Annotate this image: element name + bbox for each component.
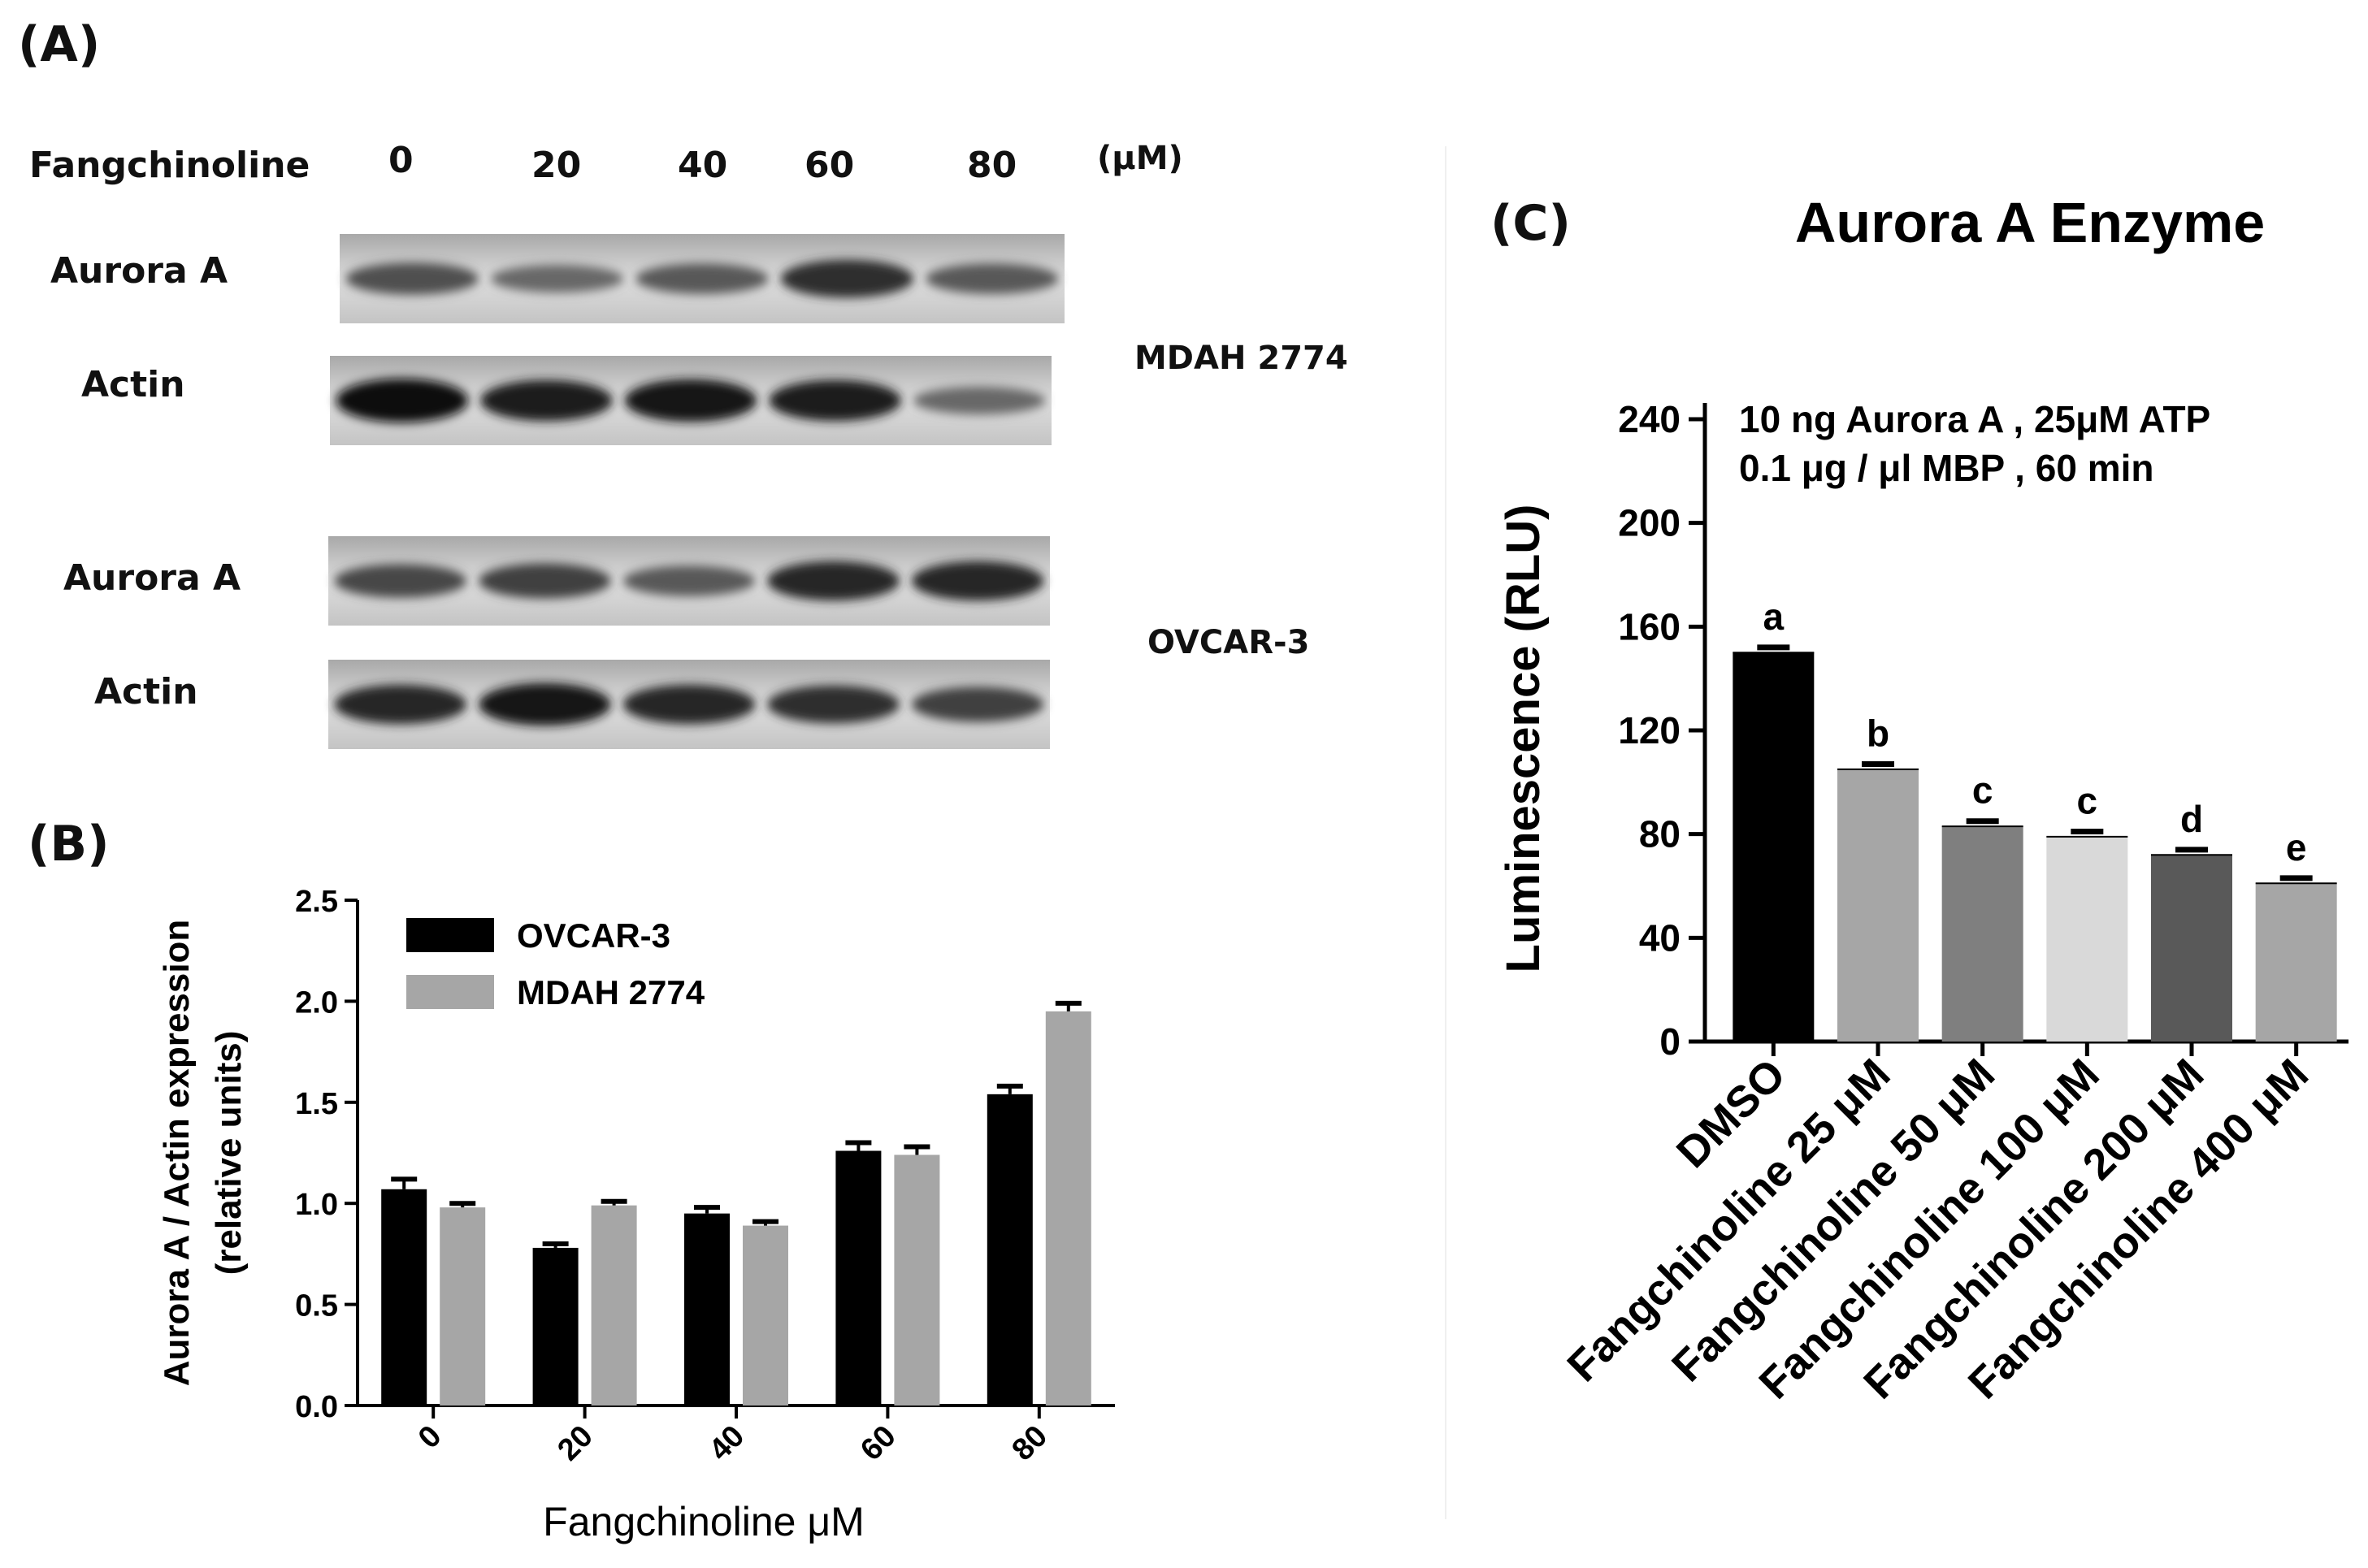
- blot-band: [925, 263, 1059, 294]
- blot-actin-ovcar: [328, 660, 1050, 749]
- y-tick-label: 0.5: [295, 1289, 338, 1323]
- bar-ovcar3: [381, 1189, 427, 1406]
- conc-unit-label: (μM): [1097, 140, 1183, 177]
- y-tick-label: 160: [1618, 605, 1681, 648]
- bar-ovcar3: [684, 1213, 730, 1406]
- cell-line-label-ovcar: OVCAR-3: [1147, 624, 1310, 661]
- significance-letter: e: [2286, 826, 2307, 868]
- bar-ovcar3: [532, 1247, 579, 1406]
- blot-aurora-mdah: [340, 234, 1065, 323]
- blot-row-label-aurora-mdah: Aurora A: [50, 250, 228, 292]
- chart-b: 0.0 0.5 1.0 1.5 2.0 2.5 0 20 40 60 80 Aurora A / Ac…: [157, 885, 1115, 1544]
- x-tick-label: 40: [703, 1419, 752, 1468]
- blot-band: [913, 386, 1046, 415]
- bar: [2046, 836, 2128, 1042]
- blot-row-label-actin-mdah: Actin: [81, 364, 185, 405]
- significance-letter: c: [2077, 779, 2098, 821]
- blot-band: [334, 564, 467, 598]
- annotation-line-2: 0.1 μg / μl MBP , 60 min: [1739, 447, 2153, 489]
- bar: [1733, 652, 1815, 1042]
- bar-mdah2774: [894, 1154, 940, 1406]
- bar-mdah2774: [440, 1207, 486, 1406]
- y-tick-label: 240: [1618, 398, 1681, 440]
- blot-band: [478, 682, 612, 726]
- y-tick-label: 80: [1639, 813, 1681, 855]
- legend-swatch: [406, 918, 494, 952]
- y-axis-label-2: (relative units): [209, 1031, 249, 1276]
- blot-band: [780, 259, 914, 298]
- blot-band: [478, 563, 612, 599]
- bar: [2151, 855, 2232, 1042]
- blot-band: [766, 561, 900, 601]
- bar-ovcar3: [987, 1094, 1033, 1406]
- blot-band: [635, 263, 770, 294]
- blot-band: [490, 264, 624, 293]
- bar-mdah2774: [591, 1205, 637, 1406]
- chart-title: Aurora A Enzyme: [1795, 191, 2265, 254]
- cell-line-label-mdah: MDAH 2774: [1134, 340, 1348, 377]
- bar: [1837, 769, 1919, 1042]
- blot-band: [624, 379, 757, 422]
- bar: [2255, 883, 2337, 1042]
- blot-band: [911, 687, 1044, 722]
- x-tick-label: 60: [854, 1419, 903, 1468]
- y-tick-label: 1.0: [295, 1188, 338, 1222]
- significance-letter: c: [1972, 769, 1993, 812]
- treatment-label: Fangchinoline: [29, 145, 310, 186]
- x-axis-label: Fangchinoline μM: [543, 1499, 865, 1544]
- blot-actin-mdah: [330, 356, 1052, 445]
- blot-band: [479, 379, 614, 422]
- panel-b-label: (B): [28, 816, 110, 873]
- legend-label: OVCAR-3: [517, 916, 670, 955]
- conc-label-60: 60: [805, 145, 855, 186]
- conc-label-40: 40: [678, 145, 728, 186]
- significance-letter: a: [1763, 596, 1785, 638]
- y-tick-label: 0.0: [295, 1390, 338, 1424]
- annotation-line-1: 10 ng Aurora A , 25μM ATP: [1739, 398, 2210, 440]
- panel-divider: [1445, 146, 1446, 1519]
- blot-row-label-aurora-ovcar: Aurora A: [63, 557, 241, 599]
- panel-c-label: (C): [1490, 195, 1571, 252]
- x-tick-label: 80: [1006, 1419, 1055, 1468]
- conc-label-0: 0: [388, 140, 414, 181]
- x-tick-label: 0: [412, 1419, 449, 1456]
- y-tick-label: 1.5: [295, 1087, 338, 1121]
- blot-row-label-actin-ovcar: Actin: [94, 671, 198, 713]
- blot-aurora-ovcar: [328, 536, 1050, 626]
- bar-mdah2774: [1045, 1011, 1091, 1406]
- conc-label-80: 80: [967, 145, 1017, 186]
- y-axis-label: Luminescence (RLU): [1497, 505, 1550, 973]
- significance-letter: d: [2180, 798, 2203, 840]
- y-tick-label: 120: [1618, 709, 1681, 752]
- panel-a-label: (A): [18, 16, 101, 73]
- y-tick-label: 2.5: [295, 885, 338, 919]
- legend-swatch: [406, 975, 494, 1009]
- y-tick-label: 2.0: [295, 985, 338, 1020]
- bar-mdah2774: [743, 1225, 788, 1406]
- blot-band: [345, 262, 479, 295]
- blot-band: [336, 378, 469, 423]
- y-axis-label: Aurora A / Actin expression: [157, 920, 197, 1387]
- significance-letter: b: [1867, 712, 1889, 754]
- blot-band: [622, 684, 756, 725]
- legend-label: MDAH 2774: [517, 973, 705, 1011]
- y-tick-label: 0: [1659, 1020, 1681, 1063]
- chart-c: Aurora A Enzyme 10 ng Aurora A , 25μM ATP…: [1497, 191, 2348, 1408]
- bar: [1941, 826, 2023, 1042]
- y-tick-label: 200: [1618, 502, 1681, 544]
- y-tick-label: 40: [1639, 916, 1681, 959]
- blot-band: [766, 685, 900, 724]
- conc-label-20: 20: [531, 145, 582, 186]
- bar-ovcar3: [835, 1150, 882, 1406]
- blot-band: [768, 379, 902, 422]
- blot-band: [911, 561, 1044, 601]
- blot-band: [622, 565, 756, 596]
- x-tick-label: 20: [551, 1419, 600, 1468]
- blot-band: [334, 684, 467, 725]
